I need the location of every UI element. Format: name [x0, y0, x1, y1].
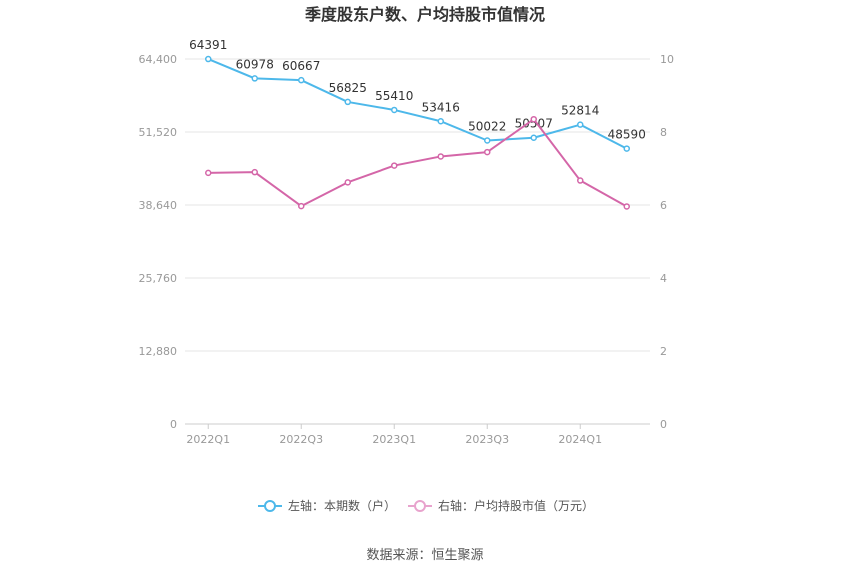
right-tick-label: 10	[660, 53, 674, 66]
data-point	[298, 202, 305, 210]
data-label: 52814	[561, 104, 599, 118]
x-tick-label: 2023Q1	[372, 433, 416, 446]
x-tick-label: 2022Q1	[186, 433, 230, 446]
x-tick-label: 2024Q1	[558, 433, 602, 446]
legend-item-avg-value[interactable]: 右轴：户均持股市值（万元）	[408, 498, 594, 513]
legend-item-households[interactable]: 左轴：本期数（户）	[258, 498, 396, 513]
left-tick-label: 64,400	[139, 53, 178, 66]
data-point	[577, 177, 584, 184]
series-line-1	[208, 118, 628, 208]
left-tick-label: 12,880	[139, 345, 178, 358]
right-tick-label: 8	[660, 126, 667, 139]
legend[interactable]: 左轴：本期数（户） 右轴：户均持股市值（万元）	[258, 498, 594, 513]
data-point	[530, 134, 537, 141]
data-label: 60667	[282, 59, 320, 73]
right-tick-label: 2	[660, 345, 667, 358]
legend-marker-avg-value	[414, 500, 426, 512]
grid	[185, 58, 650, 425]
data-point	[530, 115, 537, 123]
legend-label-avg-value: 右轴：户均持股市值（万元）	[438, 498, 594, 513]
data-point	[298, 76, 305, 84]
left-axis: 0 12,880 25,760 38,640 51,520 64,400	[139, 53, 178, 431]
data-point	[344, 98, 351, 106]
data-label: 56825	[329, 81, 367, 95]
data-label: 55410	[375, 89, 413, 103]
left-tick-label: 38,640	[139, 199, 178, 212]
data-point	[577, 121, 584, 128]
data-point	[437, 153, 444, 160]
source-note: 数据来源：恒生聚源	[366, 548, 483, 563]
data-point	[205, 169, 212, 177]
data-point	[484, 137, 491, 144]
data-point	[623, 203, 630, 210]
data-point	[251, 75, 258, 82]
right-tick-label: 4	[660, 272, 667, 285]
data-point	[623, 145, 630, 152]
legend-label-households: 左轴：本期数（户）	[288, 498, 396, 513]
right-axis: 0 2 4 6 8 10	[660, 53, 674, 431]
data-label: 60978	[236, 57, 274, 71]
chart-title: 季度股东户数、户均持股市值情况	[304, 5, 545, 24]
right-tick-label: 0	[660, 418, 667, 431]
series-line-0	[207, 58, 628, 150]
right-tick-label: 6	[660, 199, 667, 212]
left-tick-label: 0	[170, 418, 177, 431]
data-point	[205, 55, 212, 63]
data-label: 50022	[468, 119, 506, 133]
data-label: 50507	[515, 117, 553, 131]
legend-marker-households	[264, 500, 276, 512]
data-point	[391, 106, 398, 114]
data-label: 64391	[189, 38, 227, 52]
left-tick-label: 25,760	[139, 272, 178, 285]
data-label: 53416	[422, 100, 460, 114]
data-point	[484, 148, 491, 156]
data-point	[391, 162, 398, 169]
data-label: 48590	[608, 128, 646, 142]
series-layer: 64391 60978 60667 56825 55410 53416 50022 50507…	[189, 38, 646, 210]
x-tick-label: 2022Q3	[279, 433, 323, 446]
data-point	[344, 179, 351, 186]
data-point	[437, 118, 444, 125]
x-tick-label: 2023Q3	[465, 433, 509, 446]
left-tick-label: 51,520	[139, 126, 178, 139]
data-point	[251, 168, 258, 176]
x-axis: 2022Q1 2022Q3 2023Q1 2023Q3 2024Q1	[186, 424, 602, 446]
